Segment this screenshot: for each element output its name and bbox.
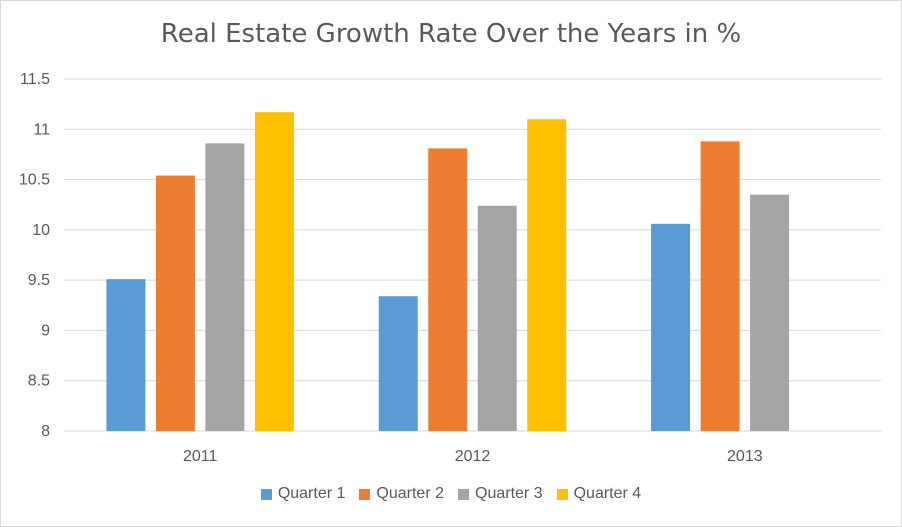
legend-label-quarter-2: Quarter 2 <box>376 485 444 502</box>
bar-2011-quarter-2 <box>155 175 195 431</box>
bar-2013-quarter-2 <box>700 141 740 431</box>
y-tick-label: 8.5 <box>28 373 50 390</box>
legend-item-quarter-1: Quarter 1 <box>260 485 346 503</box>
x-tick-label-2013: 2013 <box>727 448 763 465</box>
y-tick-label: 10 <box>32 222 50 239</box>
legend-swatch-quarter-2 <box>359 488 371 500</box>
legend: Quarter 1 Quarter 2 Quarter 3 Quarter 4 <box>1 485 901 503</box>
legend-item-quarter-2: Quarter 2 <box>359 485 444 503</box>
bar-2011-quarter-1 <box>106 279 146 431</box>
legend-swatch-quarter-3 <box>458 488 469 500</box>
y-tick-label: 9 <box>41 322 50 339</box>
bar-2011-quarter-3 <box>205 143 245 431</box>
bar-2012-quarter-1 <box>378 296 418 431</box>
y-tick-label: 9.5 <box>28 272 50 289</box>
bar-2011-quarter-4 <box>254 112 294 431</box>
x-tick-label-2012: 2012 <box>455 448 491 465</box>
bar-2013-quarter-3 <box>750 194 790 431</box>
y-tick-label: 11.5 <box>20 71 50 88</box>
legend-label-quarter-1: Quarter 1 <box>277 485 346 502</box>
bar-2013-quarter-1 <box>651 223 691 431</box>
legend-label-quarter-3: Quarter 3 <box>475 485 543 502</box>
y-tick-label: 10.5 <box>19 172 50 189</box>
y-tick-label: 8 <box>41 423 50 440</box>
bar-2012-quarter-4 <box>527 119 567 431</box>
y-tick-label: 11 <box>33 121 50 138</box>
legend-swatch-quarter-4 <box>556 488 568 500</box>
legend-swatch-quarter-1 <box>260 488 272 500</box>
bar-2012-quarter-3 <box>477 205 517 431</box>
legend-label-quarter-4: Quarter 4 <box>573 485 642 502</box>
legend-item-quarter-3: Quarter 3 <box>458 485 543 503</box>
chart-title: Real Estate Growth Rate Over the Years i… <box>160 19 742 49</box>
legend-item-quarter-4: Quarter 4 <box>556 485 642 503</box>
bar-2012-quarter-2 <box>428 148 468 431</box>
x-tick-label-2011: 2011 <box>183 448 218 465</box>
